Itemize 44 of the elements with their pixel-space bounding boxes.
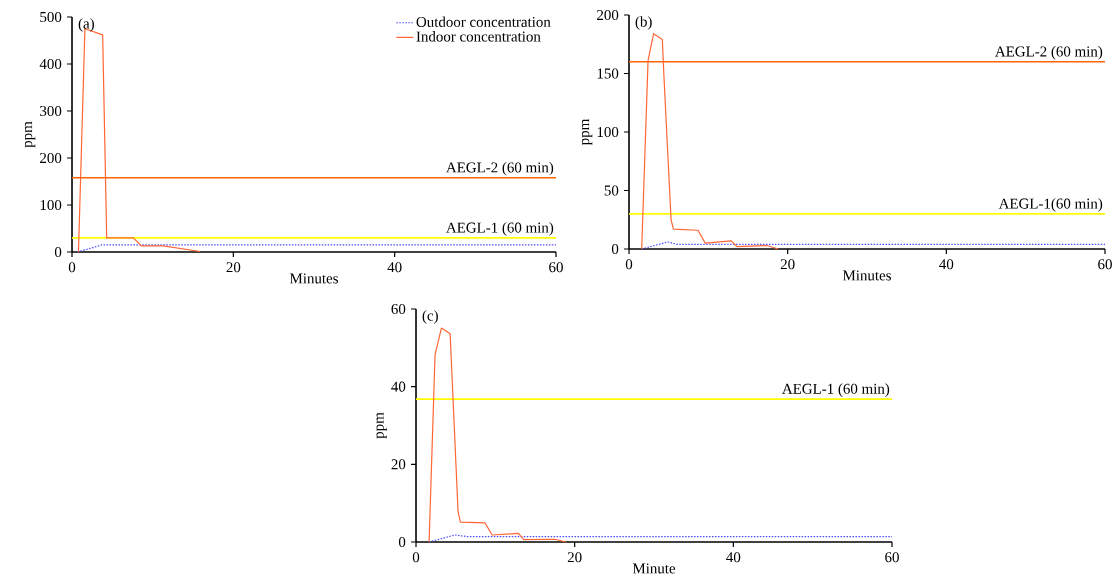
x-tick-label: 60 bbox=[885, 552, 899, 563]
y-tick-label: 300 bbox=[40, 105, 62, 117]
x-tick-label: 60 bbox=[549, 262, 563, 273]
line-series bbox=[641, 33, 779, 250]
line-series bbox=[428, 327, 567, 543]
y-tick-label: 20 bbox=[391, 459, 406, 470]
x-tick-label: 0 bbox=[625, 259, 633, 270]
x-tick-label: 40 bbox=[939, 259, 954, 270]
ref-line-label: AEGL-1 (60 min) bbox=[782, 383, 890, 397]
annotation: (c) bbox=[422, 310, 438, 324]
ref-line-label: AEGL-1(60 min) bbox=[998, 198, 1103, 212]
y-tick-label: 0 bbox=[611, 243, 619, 255]
y-tick-label: 0 bbox=[398, 536, 406, 548]
y-tick-label: 60 bbox=[391, 303, 406, 315]
x-tick-label: 20 bbox=[780, 259, 795, 270]
annotation: (a) bbox=[78, 18, 94, 32]
x-axis-title: Minutes bbox=[842, 270, 891, 281]
y-tick-label: 100 bbox=[597, 126, 619, 138]
x-axis-title: Minutes bbox=[289, 273, 338, 284]
y-tick-label: 150 bbox=[597, 68, 619, 79]
x-tick-label: 40 bbox=[726, 552, 741, 563]
y-axis-title: ppm bbox=[25, 121, 36, 148]
y-tick-label: 200 bbox=[597, 9, 619, 21]
x-tick-label: 20 bbox=[226, 262, 241, 273]
x-tick-label: 0 bbox=[68, 262, 76, 273]
x-tick-label: 20 bbox=[567, 552, 582, 563]
y-tick-label: 200 bbox=[40, 152, 62, 164]
y-tick-label: 0 bbox=[54, 246, 62, 258]
y-tick-label: 400 bbox=[39, 58, 62, 70]
ref-line-label: AEGL-1 (60 min) bbox=[446, 222, 554, 236]
ref-line-label: AEGL-2 (60 min) bbox=[446, 161, 554, 176]
y-tick-label: 50 bbox=[604, 185, 619, 196]
x-axis-title: Minute bbox=[632, 563, 676, 574]
x-tick-label: 0 bbox=[412, 552, 420, 563]
ref-line-label: AEGL-2 (60 min) bbox=[995, 46, 1103, 60]
x-tick-label: 60 bbox=[1098, 259, 1112, 270]
y-axis-title: ppm bbox=[376, 412, 387, 439]
legend-label: Outdoor concentration bbox=[416, 16, 551, 27]
y-tick-label: 100 bbox=[40, 199, 62, 211]
y-axis-title: ppm bbox=[582, 118, 593, 146]
y-tick-label: 40 bbox=[391, 381, 406, 392]
y-tick-label: 500 bbox=[40, 11, 62, 23]
annotation: (b) bbox=[635, 16, 652, 30]
legend-label: Indoor concentration bbox=[416, 31, 541, 42]
